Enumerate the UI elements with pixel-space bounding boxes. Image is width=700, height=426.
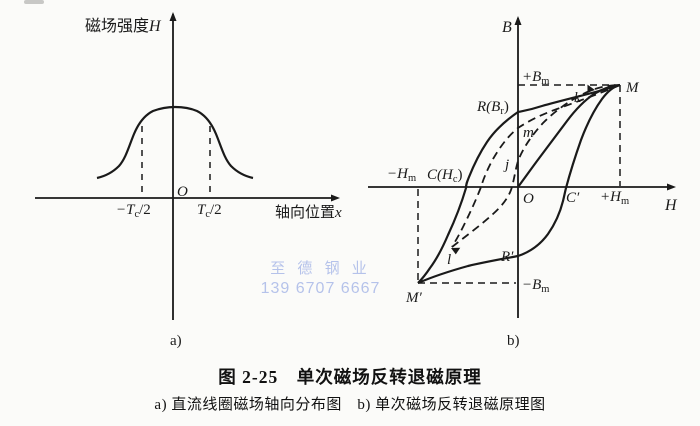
left-sublabel: a) xyxy=(170,333,182,349)
label-plus-hm: +Hm xyxy=(600,189,629,207)
hysteresis-plot xyxy=(368,16,676,318)
right-b-axis-arrow-icon xyxy=(514,16,522,25)
label-point-r: R(Br) xyxy=(476,99,509,117)
label-point-c: C(Hc) xyxy=(427,167,463,185)
left-y-axis-arrow-icon xyxy=(169,12,177,21)
right-h-axis-label: H xyxy=(664,197,678,214)
reversal-branch-m-l xyxy=(451,84,621,248)
arrow-to-m-icon xyxy=(587,84,595,93)
label-point-l: l xyxy=(447,252,451,268)
arrow-to-l-icon xyxy=(451,247,461,255)
label-point-j: j xyxy=(503,157,509,173)
label-plus-bm: +Bm xyxy=(522,69,549,87)
scan-smudge xyxy=(24,0,44,4)
figure-caption: 图 2-25 单次磁场反转退磁原理 xyxy=(218,367,482,387)
loop-ascending-branch xyxy=(417,83,621,285)
right-h-axis-arrow-icon xyxy=(667,183,676,191)
figure-subcaption: a) 直流线圈磁场轴向分布图 b) 单次磁场反转退磁原理图 xyxy=(154,397,546,413)
label-point-k: k xyxy=(574,90,581,106)
label-point-m-prime: M′ xyxy=(405,290,422,306)
figure-canvas: 磁场强度H O −Tc/2 Tc/2 轴向位置x a) xyxy=(24,0,678,349)
label-point-m-sat: M xyxy=(625,80,640,96)
left-x-axis-label: 轴向位置x xyxy=(275,204,342,221)
label-point-r-prime: R′ xyxy=(500,249,514,265)
right-b-axis-label: B xyxy=(502,19,512,36)
initial-magnetization-curve xyxy=(517,83,621,188)
left-origin-label: O xyxy=(177,184,188,200)
right-sublabel: b) xyxy=(507,333,520,349)
label-minus-bm: −Bm xyxy=(522,277,549,295)
field-distribution-curve xyxy=(96,105,254,180)
label-point-c-prime: C′ xyxy=(566,190,580,206)
left-tick-neg-tc2: −Tc/2 xyxy=(116,202,151,220)
label-point-m-small: m xyxy=(523,125,534,141)
right-origin-label: O xyxy=(523,191,534,207)
label-minus-hm: −Hm xyxy=(387,166,416,184)
recoil-branch-l-j-m xyxy=(451,84,621,248)
loop-descending-branch xyxy=(417,83,621,284)
coil-field-plot xyxy=(35,12,340,320)
left-y-axis-label: 磁场强度H xyxy=(85,17,162,35)
left-tick-pos-tc2: Tc/2 xyxy=(197,202,222,220)
left-x-axis-arrow-icon xyxy=(331,194,340,202)
